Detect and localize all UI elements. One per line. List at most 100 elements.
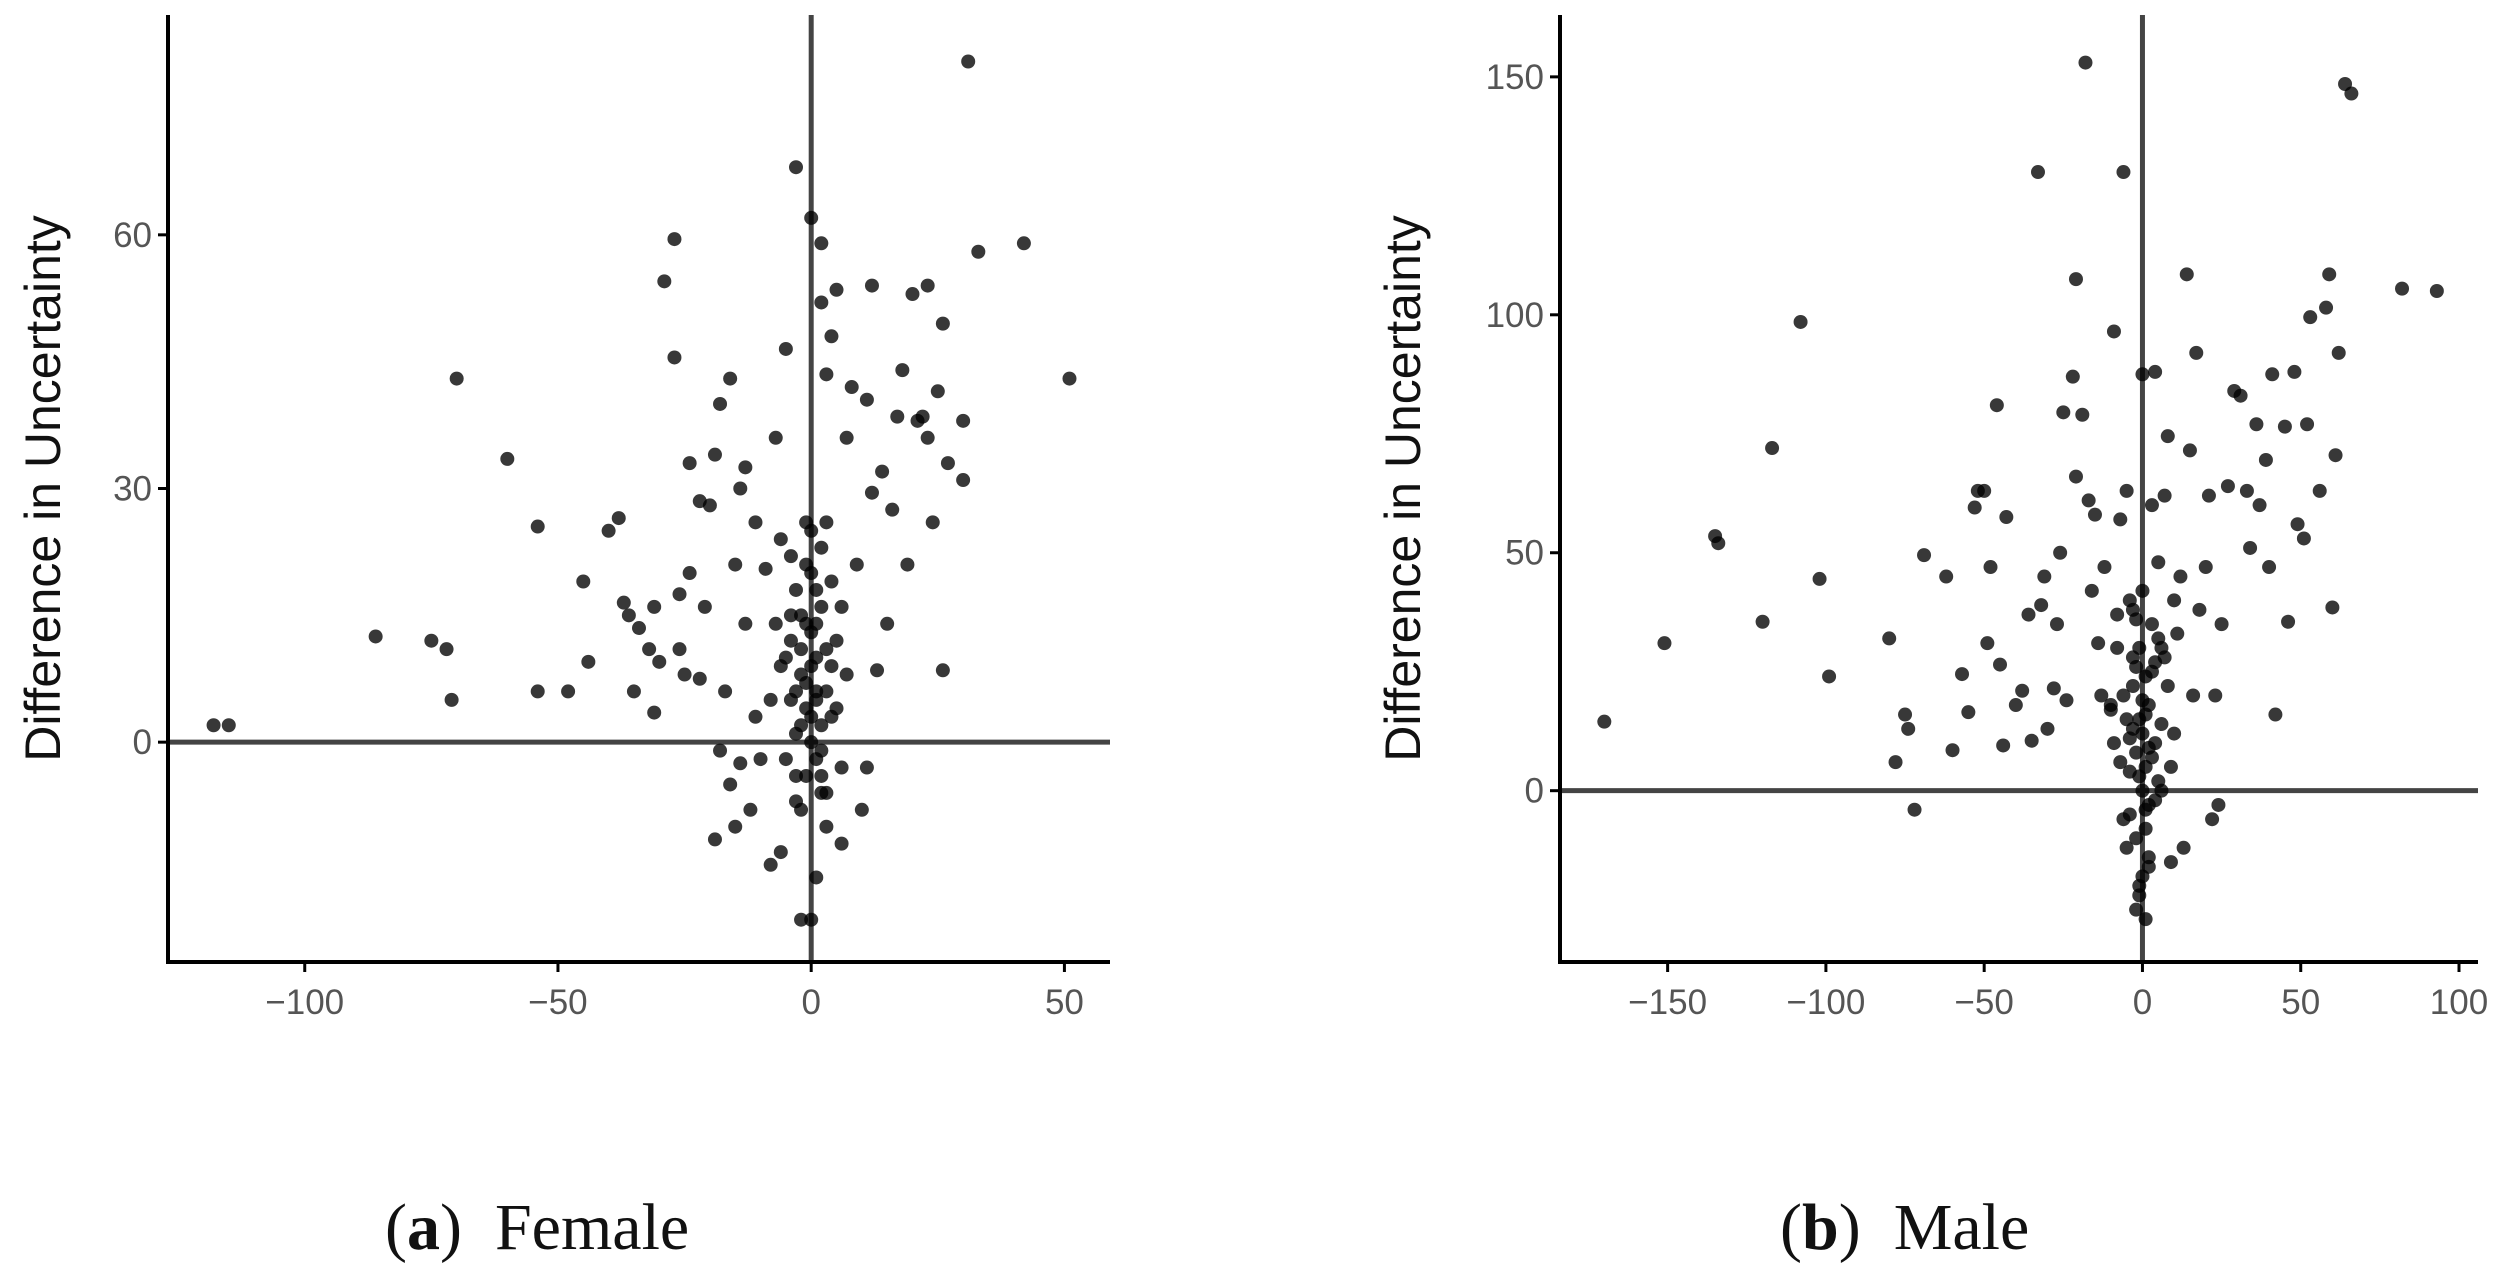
data-point (2119, 483, 2134, 498)
data-point (804, 625, 819, 640)
data-point (1016, 236, 1031, 251)
data-point (794, 642, 809, 657)
data-point (789, 794, 803, 809)
data-point (2220, 479, 2235, 494)
data-point (799, 675, 814, 690)
data-point (2249, 417, 2264, 432)
data-point (2129, 831, 2144, 846)
data-point (2167, 726, 2182, 741)
data-point (2056, 405, 2071, 420)
data-point (2046, 681, 2061, 696)
data-point (844, 380, 859, 395)
data-point (961, 54, 976, 69)
data-point (2053, 545, 2068, 560)
data-point (702, 498, 717, 513)
data-point (819, 819, 834, 834)
data-point (880, 616, 895, 631)
data-point (2068, 272, 2083, 287)
data-point (814, 540, 829, 555)
data-point (2113, 512, 2128, 527)
data-point (2049, 617, 2064, 632)
data-point (2268, 707, 2283, 722)
data-point (1917, 548, 1932, 563)
data-point (657, 274, 672, 289)
data-point (2211, 797, 2226, 812)
data-point (819, 515, 834, 530)
data-point (723, 371, 738, 386)
data-point (647, 705, 662, 720)
data-point (804, 735, 819, 750)
data-point (621, 608, 636, 623)
x-tick-label: −50 (1954, 983, 2013, 1022)
x-tick-label: 0 (2133, 983, 2152, 1022)
data-point (2344, 86, 2359, 101)
data-point (2021, 607, 2036, 622)
data-point (2325, 600, 2340, 615)
data-point (2138, 802, 2153, 817)
data-point (1955, 667, 1970, 682)
data-point (778, 650, 793, 665)
data-point (839, 667, 854, 682)
data-point (2129, 612, 2144, 627)
data-point (789, 726, 803, 741)
data-point (2208, 688, 2223, 703)
data-point (895, 363, 910, 378)
y-axis-title: Difference in Uncertainty (1380, 215, 1431, 762)
data-point (1983, 560, 1998, 575)
data-point (2281, 614, 2296, 629)
data-point (647, 599, 662, 614)
data-point (2179, 267, 2194, 282)
data-point (667, 350, 682, 365)
data-point (2258, 452, 2273, 467)
y-tick-label: 50 (1505, 534, 1544, 573)
data-point (935, 316, 950, 331)
data-point (829, 701, 844, 716)
data-point (713, 743, 728, 758)
data-point (2303, 310, 2318, 325)
data-point (728, 557, 743, 572)
data-point (748, 709, 763, 724)
data-point (2103, 698, 2118, 713)
data-point (2084, 583, 2099, 598)
data-point (2129, 659, 2144, 674)
x-tick-label: −100 (265, 983, 344, 1022)
data-point (667, 232, 682, 247)
data-point (864, 485, 879, 500)
data-point (677, 667, 692, 682)
data-point (824, 659, 839, 674)
data-point (1996, 738, 2011, 753)
caption-male: (b) Male (1780, 1191, 2030, 1264)
data-point (789, 582, 803, 597)
data-point (1898, 707, 1913, 722)
data-point (2040, 721, 2055, 736)
data-point (1765, 441, 1780, 456)
data-point (956, 473, 971, 488)
data-point (915, 409, 930, 424)
data-point (854, 802, 869, 817)
data-point (707, 832, 722, 847)
data-point (2024, 733, 2039, 748)
data-point (819, 367, 834, 382)
data-point (2328, 448, 2343, 463)
data-point (885, 502, 900, 517)
caption-female: (a) Female (385, 1191, 690, 1264)
data-point (733, 481, 748, 496)
data-point (2176, 840, 2191, 855)
data-point (576, 574, 591, 589)
data-point (804, 523, 819, 538)
data-point (794, 912, 809, 927)
data-point (1755, 614, 1770, 629)
data-point (682, 456, 697, 471)
data-point (2122, 764, 2137, 779)
data-point (2008, 698, 2023, 713)
data-point (783, 549, 798, 564)
data-point (1793, 314, 1808, 329)
data-point (2135, 583, 2150, 598)
data-point (2167, 593, 2182, 608)
data-point (1888, 755, 1903, 770)
data-point (1999, 510, 2014, 525)
data-point (935, 663, 950, 678)
data-point (2138, 669, 2153, 684)
data-point (682, 566, 697, 581)
data-point (834, 836, 849, 851)
